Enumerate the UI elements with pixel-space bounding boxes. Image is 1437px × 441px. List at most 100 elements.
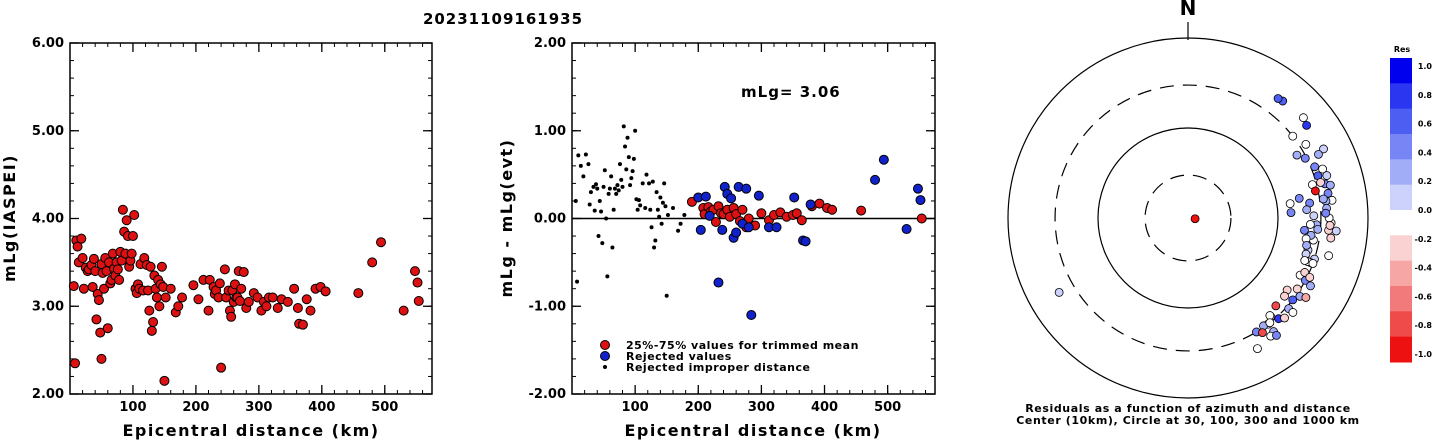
data-point [609, 174, 614, 179]
data-point [676, 228, 681, 233]
data-point [282, 296, 293, 307]
polar-rings [1007, 37, 1369, 399]
left-y-axis-label: mLg(IASPEI) [0, 154, 19, 282]
data-point [72, 241, 83, 252]
data-point [177, 292, 188, 303]
distance-ring [1007, 37, 1369, 399]
data-point [588, 190, 593, 195]
magnitude-annotation: mLg= 3.06 [741, 83, 841, 101]
data-point [596, 234, 601, 239]
legend-marker-trimmed-mean [600, 340, 610, 350]
left-panel: 6.00 5.00 4.00 3.00 2.00 100 200 300 400 500 Epic… [0, 36, 433, 440]
residual-point [1302, 240, 1311, 250]
colorbar-swatch [1390, 58, 1412, 84]
data-point [261, 301, 272, 312]
x-tick-label: 300 [245, 400, 272, 415]
data-point [602, 168, 607, 173]
data-point [756, 208, 767, 219]
residual-point [1322, 171, 1332, 180]
data-point [616, 188, 621, 193]
data-point [575, 279, 580, 284]
residual-point [1302, 205, 1312, 215]
x-tick-label: 500 [371, 400, 398, 415]
data-point [796, 215, 807, 226]
residual-point [1301, 293, 1311, 302]
residual-point [1301, 139, 1311, 149]
residual-point [1314, 149, 1323, 159]
y-tick-label: 3.00 [32, 299, 64, 314]
data-point [626, 155, 631, 160]
data-point [654, 190, 659, 195]
data-point [653, 238, 658, 243]
data-point [658, 195, 663, 200]
data-point [615, 183, 620, 188]
data-point [144, 305, 155, 316]
data-point [154, 301, 165, 312]
residual-point [1273, 94, 1283, 103]
data-point [127, 231, 138, 242]
residual-point [1302, 120, 1311, 130]
data-point [671, 205, 676, 210]
x-tick-label: 200 [685, 400, 712, 415]
colorbar-swatch [1390, 336, 1412, 363]
data-point [678, 221, 683, 226]
residual-point [1258, 328, 1267, 338]
data-point [800, 236, 811, 247]
data-point [746, 310, 757, 321]
residual-point [1300, 225, 1309, 235]
y-tick-label: 2.00 [534, 36, 566, 51]
data-point [148, 317, 159, 328]
residual-point [1306, 281, 1315, 291]
colorbar-swatch [1390, 286, 1412, 312]
data-point [805, 199, 816, 210]
colorbar-tick-label: 1.0 [1418, 62, 1433, 71]
data-point [367, 257, 378, 268]
residual-point [1324, 251, 1334, 261]
data-point [219, 264, 230, 275]
data-point [410, 266, 421, 277]
colorbar-tick-label: 0.6 [1418, 120, 1433, 129]
middle-x-axis-label: Epicentral distance (km) [624, 421, 881, 440]
data-point [112, 264, 123, 275]
colorbar-swatches [1390, 58, 1412, 363]
data-point [649, 225, 654, 230]
x-tick-label: 100 [622, 400, 649, 415]
data-point [791, 208, 802, 219]
data-point [243, 296, 254, 307]
data-point [664, 293, 669, 298]
residual-point [1318, 194, 1328, 204]
residual-point [1288, 308, 1298, 317]
data-point [117, 204, 128, 215]
residual-point [1280, 313, 1289, 323]
data-point [70, 358, 81, 369]
colorbar-tick-label: 0.2 [1418, 177, 1432, 186]
residual-point [1271, 301, 1281, 311]
data-point [151, 292, 162, 303]
data-point [607, 186, 612, 191]
data-point [320, 286, 331, 297]
data-point [619, 177, 624, 182]
figure-title: 20231109161935 [423, 10, 583, 28]
data-point [68, 281, 79, 292]
data-point [595, 186, 600, 191]
y-tick-label: 6.00 [32, 36, 64, 51]
north-label: N [1180, 0, 1197, 20]
y-tick-label: 4.00 [32, 212, 64, 227]
data-point [160, 292, 171, 303]
residual-point [1299, 113, 1308, 123]
data-point [631, 156, 636, 161]
y-tick-label: 5.00 [32, 124, 64, 139]
colorbar-tick-labels: 1.0 0.8 0.6 0.4 0.2 0.0 -0.2 -0.4 -0.6 -0.8 -1.0 [1415, 62, 1433, 359]
x-tick-label: 200 [182, 400, 209, 415]
data-point [159, 375, 170, 386]
data-point [592, 208, 597, 213]
data-point [710, 217, 721, 228]
data-point [663, 204, 668, 209]
y-tick-label: 1.00 [534, 124, 566, 139]
data-point [614, 191, 619, 196]
data-point [267, 292, 278, 303]
data-point [643, 205, 648, 210]
data-point [912, 183, 923, 194]
data-point [593, 182, 598, 187]
